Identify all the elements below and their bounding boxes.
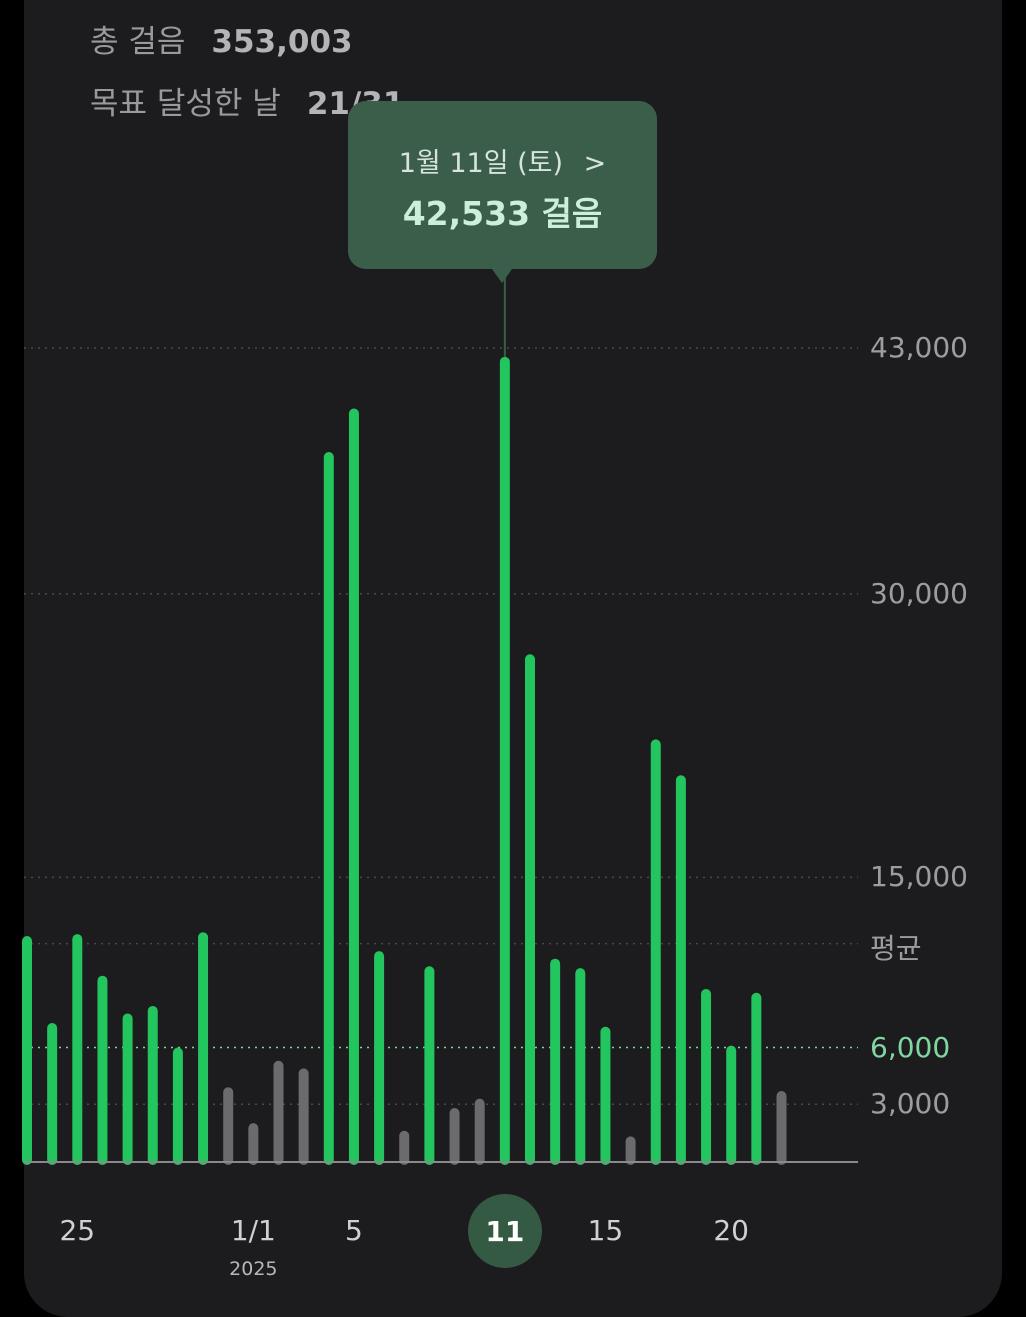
bar[interactable]: [273, 1060, 284, 1165]
total-steps-value: 353,003: [211, 24, 353, 60]
bar[interactable]: [147, 1005, 158, 1165]
tooltip-pointer: [492, 269, 512, 283]
bar[interactable]: [701, 988, 712, 1165]
x-tick-label: 5: [345, 1214, 363, 1247]
tooltip-steps: 42,533 걸음: [402, 194, 603, 233]
selected-day-tooltip[interactable]: 1월 11일 (토) > 42,533 걸음: [348, 101, 657, 283]
bar[interactable]: [600, 1026, 611, 1165]
bar[interactable]: [374, 951, 385, 1165]
total-steps-label: 총 걸음: [90, 24, 186, 60]
bar[interactable]: [298, 1068, 309, 1165]
bar[interactable]: [424, 966, 435, 1165]
bar[interactable]: [550, 958, 561, 1165]
y-tick-label: 3,000: [870, 1087, 951, 1121]
x-tick-label: 15: [587, 1214, 624, 1247]
bar[interactable]: [449, 1108, 460, 1165]
y-tick-label: 15,000: [870, 860, 968, 894]
bar[interactable]: [675, 775, 686, 1165]
x-tick-label: 25: [59, 1214, 96, 1247]
total-steps-row: 총 걸음 353,003: [90, 16, 353, 61]
chevron-right-icon: >: [583, 148, 607, 179]
bar[interactable]: [22, 936, 32, 1165]
bar[interactable]: [248, 1123, 259, 1165]
y-tick-label: 평균: [870, 931, 922, 965]
bar[interactable]: [47, 1022, 58, 1165]
bar[interactable]: [223, 1087, 234, 1165]
x-tick-label: 1/1: [230, 1214, 276, 1247]
bar[interactable]: [726, 1045, 737, 1165]
tooltip-date: 1월 11일 (토): [398, 148, 564, 179]
bar[interactable]: [751, 992, 762, 1165]
bar[interactable]: [122, 1013, 133, 1165]
bar[interactable]: [172, 1047, 183, 1165]
bar[interactable]: [525, 654, 535, 1165]
x-tick-year-label: 2025: [229, 1258, 278, 1280]
bar[interactable]: [198, 932, 209, 1165]
bar[interactable]: [650, 739, 661, 1165]
bar[interactable]: [776, 1091, 787, 1165]
bar[interactable]: [72, 934, 83, 1165]
bar[interactable]: [575, 968, 586, 1165]
y-tick-label: 43,000: [870, 331, 968, 364]
bar[interactable]: [323, 451, 334, 1165]
goal-days-label: 목표 달성한 날: [90, 86, 281, 122]
bar[interactable]: [474, 1098, 485, 1165]
bar[interactable]: [625, 1136, 636, 1165]
x-tick-label-selected[interactable]: 11: [467, 1194, 542, 1268]
bar-selected[interactable]: [499, 356, 510, 1165]
bar[interactable]: [97, 975, 108, 1165]
x-tick-label: 20: [713, 1214, 750, 1247]
y-tick-label: 6,000: [870, 1030, 951, 1064]
bar[interactable]: [399, 1130, 410, 1165]
bar[interactable]: [348, 408, 359, 1165]
y-tick-label: 30,000: [870, 576, 968, 610]
tooltip-date-row: 1월 11일 (토) >: [348, 141, 657, 180]
